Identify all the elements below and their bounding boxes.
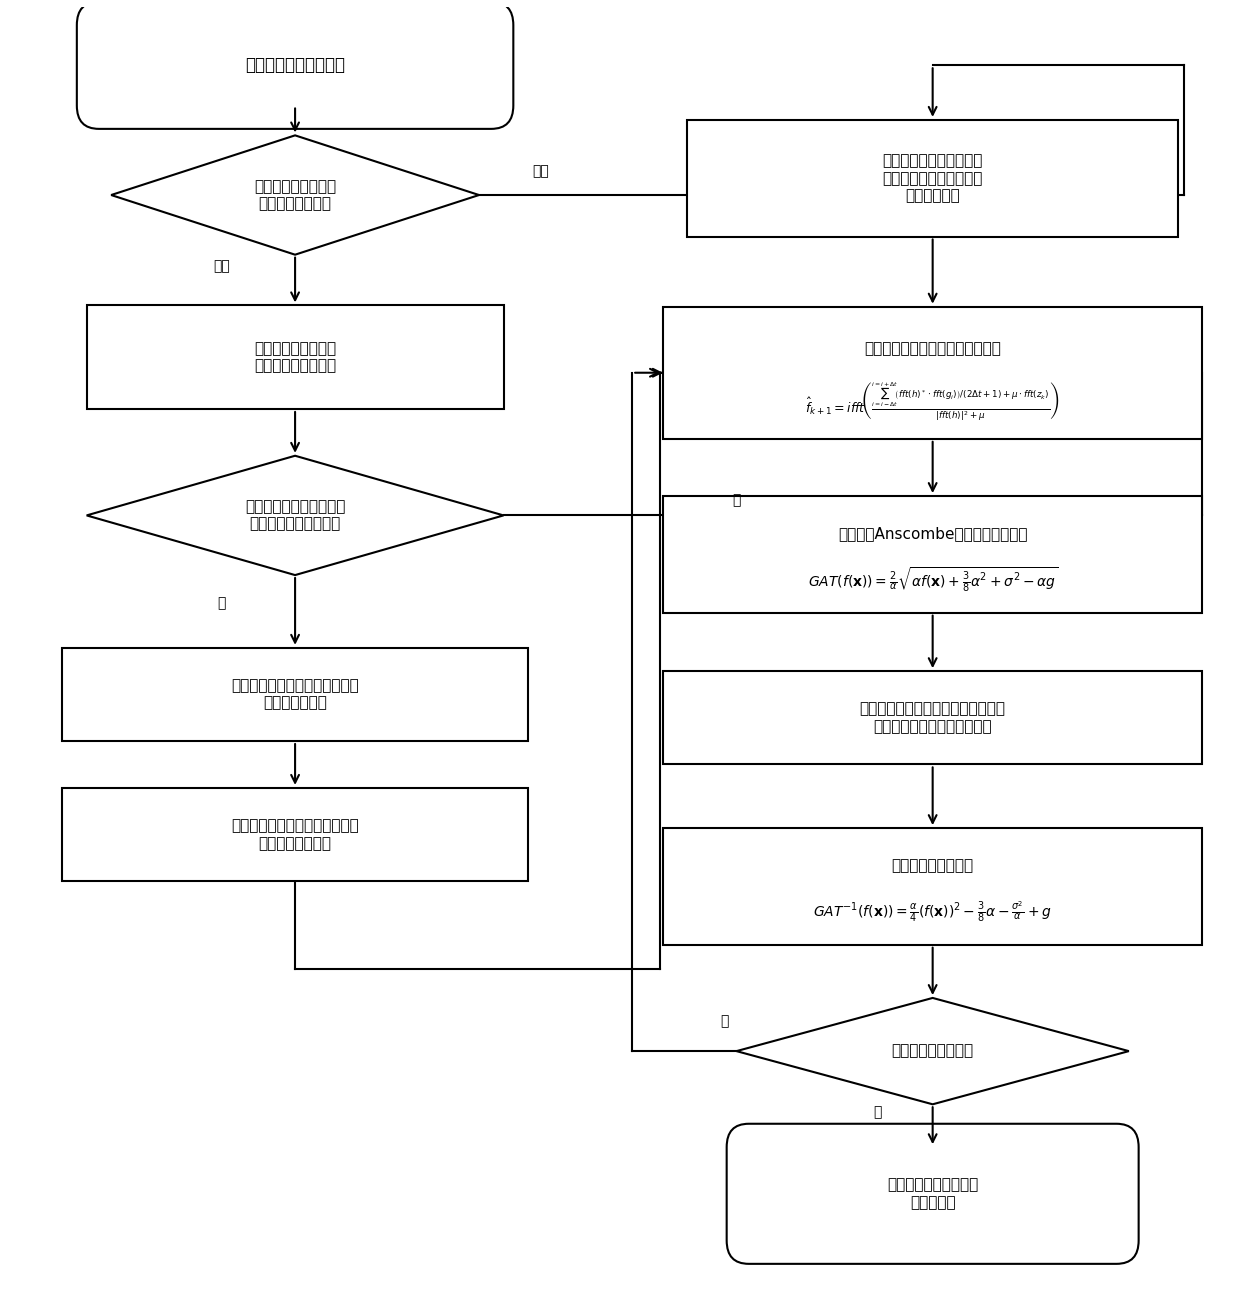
Text: 使用广义Anscombe变换稳定噪声方差: 使用广义Anscombe变换稳定噪声方差 (838, 526, 1028, 541)
FancyBboxPatch shape (77, 1, 513, 128)
Text: 训练去噪深度神经网络，并将上述结
果输入到训练好的网络中去噪: 训练去噪深度神经网络，并将上述结 果输入到训练好的网络中去噪 (859, 701, 1006, 734)
Text: $GAT^{-1}(f(\mathbf{x}))=\frac{\alpha}{4}(f(\mathbf{x}))^2-\frac{3}{8}\alpha-\fr: $GAT^{-1}(f(\mathbf{x}))=\frac{\alpha}{4… (813, 899, 1052, 924)
Bar (62, 788, 528, 881)
Text: 单帧: 单帧 (532, 165, 548, 178)
Text: 将参考帧的相邻帧对齐到参考帧
上，去除运动模糊: 将参考帧的相邻帧对齐到参考帧 上，去除运动模糊 (231, 818, 358, 851)
Text: 是: 是 (217, 597, 226, 611)
Bar (87, 305, 503, 409)
Text: 输入是单帧荧光图像
或是多帧荧光图像: 输入是单帧荧光图像 或是多帧荧光图像 (254, 178, 336, 211)
Text: 被污染的荧光显微图像: 被污染的荧光显微图像 (246, 56, 345, 75)
Text: 使用傅里叶变换求解第一个子问题: 使用傅里叶变换求解第一个子问题 (864, 341, 1001, 357)
Text: 否: 否 (733, 493, 740, 507)
Bar (663, 829, 1203, 945)
FancyBboxPatch shape (727, 1124, 1138, 1264)
Text: 对于多帧荧光图像中的每一帧，
选定其为参考帧: 对于多帧荧光图像中的每一帧， 选定其为参考帧 (231, 678, 358, 711)
Text: 输出干净、清晰的高分
辨荧光图像: 输出干净、清晰的高分 辨荧光图像 (887, 1177, 978, 1210)
Polygon shape (87, 456, 503, 576)
Text: 使用反变换还原图像: 使用反变换还原图像 (892, 857, 973, 873)
Text: 达到迭代终止条件？: 达到迭代终止条件？ (892, 1044, 973, 1058)
Text: 构造待优化的能量泛函，
并使用优化算法将其分割
为几个子问题: 构造待优化的能量泛函， 并使用优化算法将其分割 为几个子问题 (883, 153, 983, 203)
Text: $GAT(f(\mathbf{x}))=\frac{2}{\alpha}\sqrt{\alpha f(\mathbf{x})+\frac{3}{8}\alpha: $GAT(f(\mathbf{x}))=\frac{2}{\alpha}\sqr… (807, 566, 1058, 594)
Polygon shape (112, 135, 479, 254)
Bar (663, 671, 1203, 764)
Text: 根据冗余程度判断是否使
用多帧信息帮助解卷积: 根据冗余程度判断是否使 用多帧信息帮助解卷积 (244, 499, 345, 532)
Bar (663, 496, 1203, 612)
Bar (663, 307, 1203, 439)
Polygon shape (737, 998, 1128, 1104)
Text: 否: 否 (720, 1015, 728, 1028)
Text: 计算多帧荧光图像在
时间轴上的冗余程度: 计算多帧荧光图像在 时间轴上的冗余程度 (254, 341, 336, 374)
Text: 是: 是 (873, 1105, 882, 1120)
Bar (687, 119, 1178, 236)
Text: $\hat{f}_{k+1}=ifft\!\left(\frac{\sum_{i=i-\Delta t}^{i=i+\Delta t}\!\left(fft(h: $\hat{f}_{k+1}=ifft\!\left(\frac{\sum_{i… (805, 380, 1060, 423)
Bar (62, 648, 528, 741)
Text: 多帧: 多帧 (213, 260, 229, 274)
